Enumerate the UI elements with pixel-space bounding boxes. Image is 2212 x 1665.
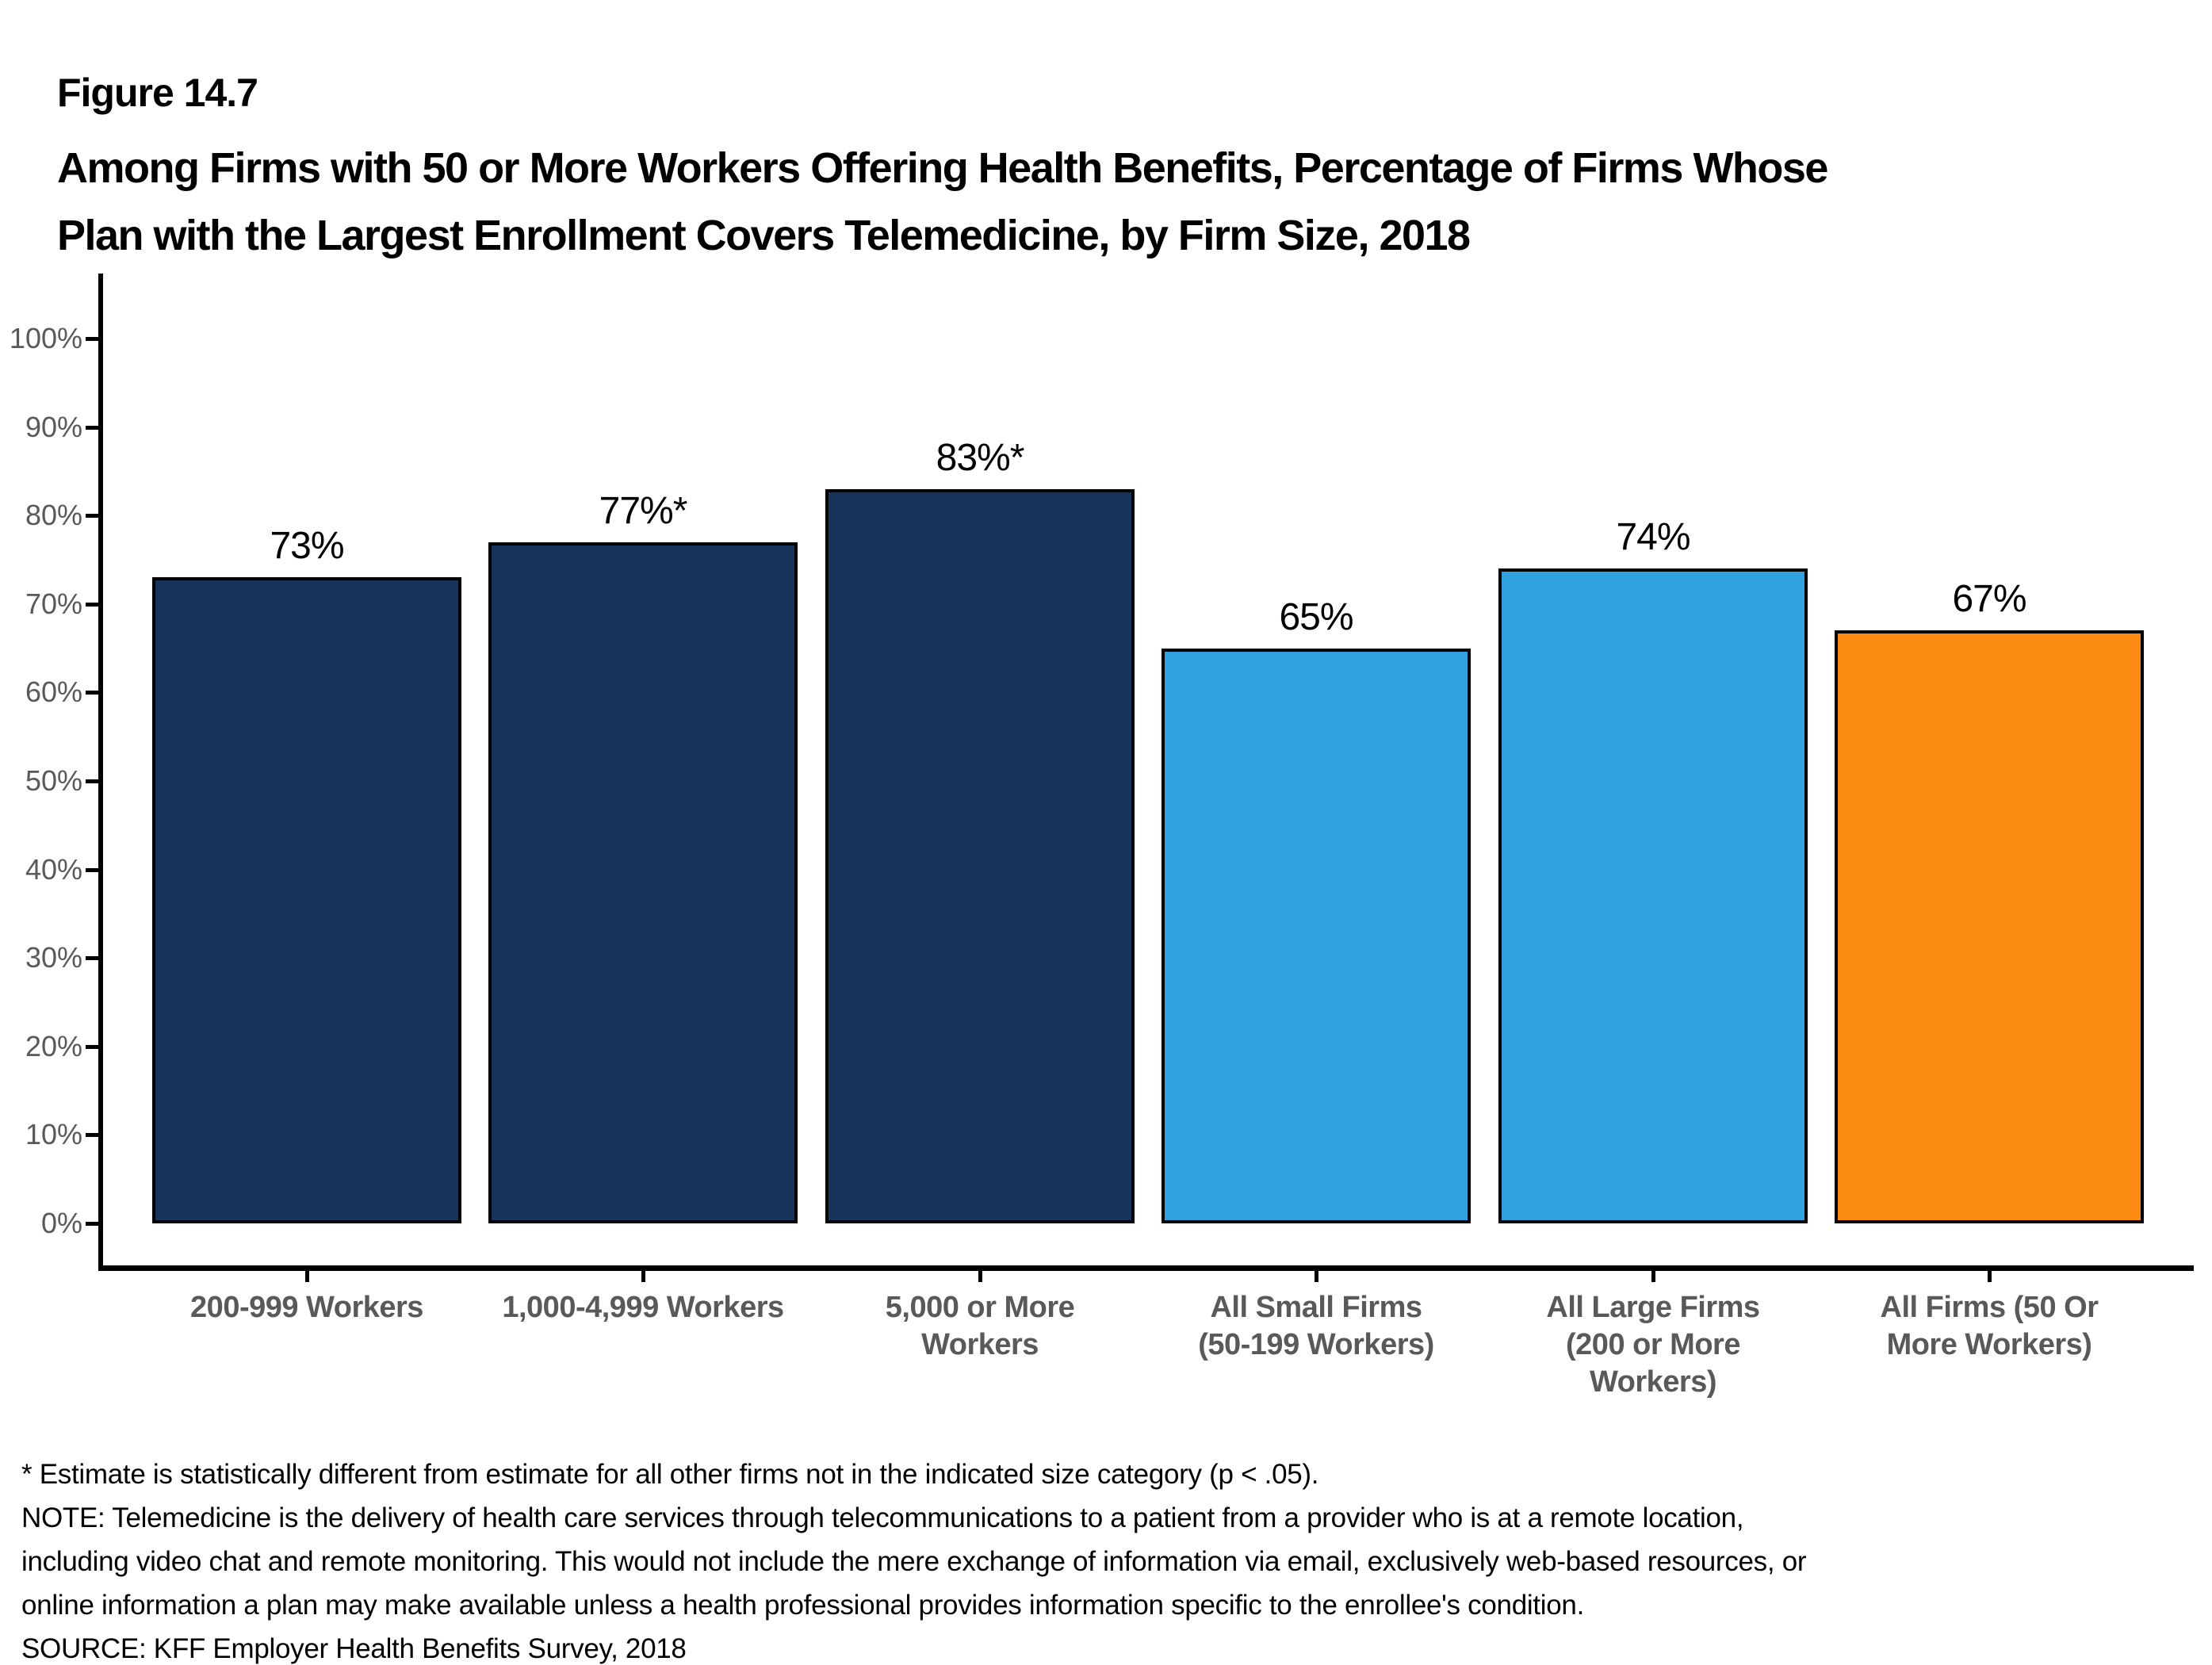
category-label-line: 5,000 or More bbox=[885, 1291, 1075, 1324]
category-label-line: All Large Firms bbox=[1546, 1291, 1760, 1324]
category-label-line: More Workers) bbox=[1886, 1328, 2092, 1361]
bar-5 bbox=[1498, 568, 1808, 1223]
x-axis-tick bbox=[641, 1271, 645, 1282]
figure-title: Among Firms with 50 or More Workers Offe… bbox=[57, 135, 1828, 270]
figure-number: Figure 14.7 bbox=[57, 71, 258, 115]
y-axis-tick bbox=[86, 337, 98, 341]
x-axis-tick bbox=[1315, 1271, 1318, 1282]
figure-title-line-1: Among Firms with 50 or More Workers Offe… bbox=[57, 144, 1828, 192]
bar-value-label: 67% bbox=[1952, 578, 2026, 620]
x-axis-line bbox=[98, 1265, 2194, 1271]
figure-title-line-2: Plan with the Largest Enrollment Covers … bbox=[57, 212, 1471, 259]
bar-3 bbox=[825, 489, 1135, 1223]
note-line-3: online information a plan may make avail… bbox=[21, 1590, 1585, 1621]
bar-value-label: 83%* bbox=[936, 437, 1025, 479]
category-label-line: All Small Firms bbox=[1210, 1291, 1422, 1324]
y-axis-tick bbox=[86, 1222, 98, 1226]
y-axis-tick bbox=[86, 426, 98, 430]
y-axis-tick-label: 90% bbox=[25, 411, 82, 443]
y-axis-tick bbox=[86, 956, 98, 960]
y-axis-tick-label: 40% bbox=[25, 853, 82, 886]
bar-2 bbox=[488, 542, 798, 1223]
category-label-line: (200 or More bbox=[1566, 1328, 1740, 1361]
y-axis-tick bbox=[86, 868, 98, 872]
y-axis-tick-label: 100% bbox=[9, 322, 82, 354]
bar-4 bbox=[1161, 649, 1471, 1223]
x-axis-tick bbox=[1988, 1271, 1992, 1282]
category-label: All Large Firms (200 or More Workers) bbox=[1471, 1289, 1835, 1401]
category-label-line: 1,000-4,999 Workers bbox=[502, 1291, 784, 1324]
x-axis-tick bbox=[305, 1271, 309, 1282]
y-axis-tick-label: 10% bbox=[25, 1118, 82, 1150]
footnotes: * Estimate is statistically different fr… bbox=[21, 1453, 2194, 1665]
y-axis-tick-label: 20% bbox=[25, 1030, 82, 1062]
category-label-line: (50-199 Workers) bbox=[1198, 1328, 1434, 1361]
y-axis-tick bbox=[86, 514, 98, 518]
bar-value-label: 74% bbox=[1616, 516, 1690, 558]
y-axis-tick-label: 80% bbox=[25, 499, 82, 531]
note-line-2: including video chat and remote monitori… bbox=[21, 1546, 1807, 1577]
category-label: 5,000 or More Workers bbox=[798, 1289, 1162, 1364]
category-label: 200-999 Workers bbox=[124, 1289, 489, 1326]
y-axis-tick-label: 0% bbox=[40, 1207, 82, 1239]
y-axis-tick bbox=[86, 1045, 98, 1049]
x-axis-tick bbox=[978, 1271, 982, 1282]
bar-value-label: 65% bbox=[1279, 596, 1353, 638]
y-axis-tick-label: 30% bbox=[25, 941, 82, 974]
y-axis-tick bbox=[86, 603, 98, 607]
y-axis-tick bbox=[86, 691, 98, 695]
y-axis-spine bbox=[98, 274, 103, 1271]
bar-value-label: 73% bbox=[270, 525, 344, 567]
bar-1 bbox=[152, 577, 461, 1223]
note-line-1: NOTE: Telemedicine is the delivery of he… bbox=[21, 1502, 1744, 1533]
category-label-line: 200-999 Workers bbox=[190, 1291, 423, 1324]
x-axis-tick bbox=[1651, 1271, 1655, 1282]
y-axis-tick-label: 50% bbox=[25, 764, 82, 797]
y-axis-tick-label: 70% bbox=[25, 588, 82, 620]
category-label-line: Workers) bbox=[1589, 1365, 1717, 1399]
category-label-line: All Firms (50 Or bbox=[1880, 1291, 2099, 1324]
y-axis-tick-label: 60% bbox=[25, 676, 82, 708]
category-label: All Small Firms (50-199 Workers) bbox=[1134, 1289, 1498, 1364]
y-axis-tick bbox=[86, 1133, 98, 1137]
bar-6 bbox=[1835, 630, 2144, 1223]
category-label-line: Workers bbox=[921, 1328, 1039, 1361]
category-label: All Firms (50 Or More Workers) bbox=[1807, 1289, 2172, 1364]
y-axis-tick bbox=[86, 779, 98, 783]
source-line: SOURCE: KFF Employer Health Benefits Sur… bbox=[21, 1633, 687, 1664]
category-label: 1,000-4,999 Workers bbox=[461, 1289, 825, 1326]
bar-value-label: 77%* bbox=[599, 490, 688, 532]
asterisk-footnote: * Estimate is statistically different fr… bbox=[21, 1459, 1319, 1490]
